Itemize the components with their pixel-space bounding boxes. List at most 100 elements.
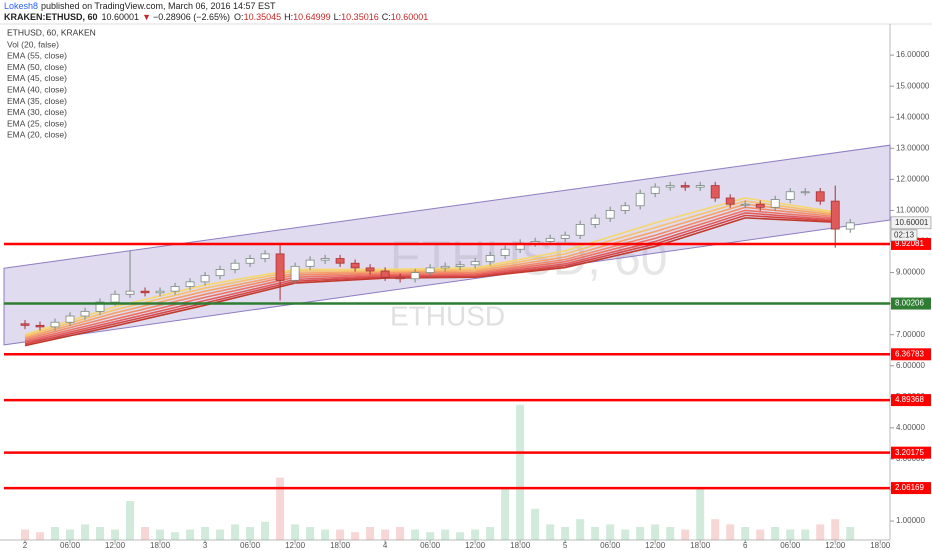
- volume-bar: [531, 508, 540, 540]
- candle-body: [560, 234, 570, 239]
- volume-bar: [396, 527, 405, 540]
- candle-body: [485, 255, 495, 263]
- volume-bar: [426, 532, 435, 540]
- candle-body: [230, 262, 240, 270]
- level-label-box: [891, 297, 931, 310]
- level-label-box: [891, 482, 931, 495]
- volume-bar: [561, 527, 570, 540]
- candle-body: [695, 185, 705, 188]
- volume-bar: [411, 529, 420, 540]
- candle-body: [845, 222, 855, 230]
- x-tick-label: 12:00: [285, 541, 306, 550]
- candle-body: [665, 185, 675, 188]
- legend-entry: EMA (30, close): [7, 107, 67, 117]
- candle-body: [770, 199, 780, 208]
- change: −0.28906 (−2.65%): [153, 12, 230, 22]
- price: 10.60001: [102, 12, 140, 22]
- h-label: H:: [284, 12, 293, 22]
- candle-body: [710, 185, 720, 199]
- o-label: O:: [234, 12, 244, 22]
- x-tick-label: 6: [743, 541, 748, 550]
- x-tick-label: 06:00: [240, 541, 261, 550]
- volume-bar: [711, 519, 720, 540]
- x-tick-label: 18:00: [510, 541, 531, 550]
- legend-entry: EMA (20, close): [7, 130, 67, 140]
- volume-bar: [456, 532, 465, 540]
- volume-bar: [231, 524, 240, 540]
- candle-body: [50, 321, 60, 328]
- candle-body: [350, 262, 360, 269]
- legend-entry: EMA (45, close): [7, 73, 67, 83]
- volume-bar: [486, 527, 495, 540]
- x-tick-label: 12:00: [105, 541, 126, 550]
- volume-bar: [681, 529, 690, 540]
- x-tick-label: 18:00: [690, 541, 711, 550]
- candle-body: [605, 210, 615, 219]
- published: published on TradingView.com, March 06, …: [41, 1, 276, 11]
- candle-body: [740, 203, 750, 206]
- candle-body: [35, 324, 45, 328]
- level-label: 9.92081: [895, 239, 924, 248]
- volume-bar: [96, 527, 105, 540]
- candle-body: [410, 272, 420, 280]
- high: 10.64999: [293, 12, 331, 22]
- legend-entry: Vol (20, false): [7, 39, 59, 49]
- volume-bar: [666, 527, 675, 540]
- candle-body: [800, 191, 810, 194]
- y-tick-label: 9.00000: [896, 268, 925, 277]
- low: 10.35016: [341, 12, 379, 22]
- candle-body: [80, 310, 90, 317]
- y-tick-label: 12.00000: [896, 174, 930, 183]
- close: 10.60001: [391, 12, 429, 22]
- candle-body: [575, 223, 585, 236]
- volume-bar: [276, 477, 285, 540]
- candle-body: [620, 205, 630, 211]
- x-tick-label: 06:00: [780, 541, 801, 550]
- x-tick-label: 5: [563, 541, 568, 550]
- candle-body: [275, 253, 285, 281]
- volume-bar: [291, 524, 300, 540]
- volume-bar: [846, 527, 855, 540]
- legend-entry: EMA (40, close): [7, 84, 67, 94]
- level-label-box: [891, 348, 931, 361]
- candle-body: [305, 259, 315, 267]
- level-label-box: [891, 446, 931, 459]
- candle-body: [545, 237, 555, 242]
- candle-body: [125, 290, 135, 295]
- level-label-box: [891, 394, 931, 407]
- legend-entry: EMA (25, close): [7, 118, 67, 128]
- x-tick-label: 12:00: [465, 541, 486, 550]
- candle-body: [425, 267, 435, 273]
- volume-bar: [501, 488, 510, 540]
- candle-body: [785, 191, 795, 200]
- volume-bar: [816, 524, 825, 540]
- level-label: 3.20175: [895, 448, 924, 457]
- legend-entry: EMA (50, close): [7, 62, 67, 72]
- ema-line: [24, 214, 836, 345]
- x-tick-label: 12:00: [645, 541, 666, 550]
- legend-title: ETHUSD, 60, KRAKEN: [7, 27, 96, 37]
- y-tick-label: 16.00000: [896, 50, 930, 59]
- author[interactable]: Lokesh8: [4, 1, 38, 11]
- volume-bar: [576, 519, 585, 540]
- volume-bar: [741, 527, 750, 540]
- y-tick-label: 13.00000: [896, 143, 930, 152]
- volume-bar: [786, 529, 795, 540]
- volume-bar: [831, 519, 840, 540]
- candle-body: [65, 315, 75, 323]
- publish-line: Lokesh8 published on TradingView.com, Mar…: [4, 1, 276, 11]
- candle-body: [140, 290, 150, 294]
- x-tick-label: 4: [383, 541, 388, 550]
- c-label: C:: [382, 12, 391, 22]
- y-tick-label: 4.00000: [896, 423, 925, 432]
- candle-body: [110, 293, 120, 303]
- volume-bar: [306, 527, 315, 540]
- volume-bar: [591, 527, 600, 540]
- y-tick-label: 14.00000: [896, 112, 930, 121]
- volume-bar: [336, 529, 345, 540]
- volume-bar: [771, 527, 780, 540]
- volume-bar: [696, 488, 705, 540]
- x-tick-label: 2: [23, 541, 28, 550]
- volume-bar: [141, 527, 150, 540]
